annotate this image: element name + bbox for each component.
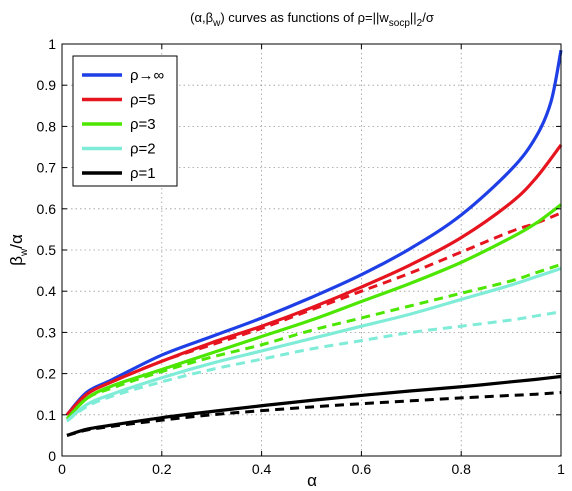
series-layer: [65, 49, 563, 437]
chart-title: (α,βw) curves as functions of ρ=||wsocp|…: [190, 10, 434, 29]
x-tick-label: 0.4: [252, 461, 272, 477]
legend: ρ→∞ ρ=5 ρ=3 ρ=2 ρ=1: [72, 55, 178, 187]
tick-labels: 0 0.2 0.4 0.6 0.8 1 0 0.1 0.2 0.3 0.4 0.5 0.6 0.7 0.8 0…: [37, 36, 566, 477]
series-line: [65, 143, 563, 416]
legend-label: ρ=5: [130, 92, 156, 109]
y-tick-label: 0.8: [37, 118, 57, 134]
x-tick-label: 0: [58, 461, 66, 477]
series-dashed-line: [65, 211, 562, 416]
y-tick-label: 0.4: [37, 283, 57, 299]
x-tick-label: 0.2: [152, 461, 172, 477]
y-tick-label: 0: [48, 448, 56, 464]
y-tick-label: 0.7: [37, 160, 57, 176]
legend-label: ρ=3: [130, 116, 156, 133]
y-tick-label: 0.9: [37, 77, 57, 93]
series-dashed-line: [66, 310, 562, 423]
legend-label: ρ=2: [130, 141, 156, 158]
y-axis-label: βw/α: [7, 234, 30, 266]
series-line: [65, 267, 562, 423]
series-dashed-line: [65, 262, 562, 420]
y-tick-label: 0.1: [37, 407, 57, 423]
y-tick-label: 0.2: [37, 366, 57, 382]
y-tick-label: 1: [48, 36, 56, 52]
series-line: [65, 203, 562, 421]
x-tick-label: 1: [557, 461, 565, 477]
x-tick-label: 0.8: [451, 461, 471, 477]
y-tick-label: 0.3: [37, 324, 57, 340]
series-line: [66, 374, 562, 437]
x-tick-label: 0.6: [352, 461, 372, 477]
series-line: [65, 49, 563, 416]
x-axis-label: α: [307, 471, 317, 490]
y-tick-label: 0.6: [37, 201, 57, 217]
y-tick-label: 0.5: [37, 242, 57, 258]
ticks: [61, 43, 562, 457]
legend-box: [72, 55, 178, 187]
legend-label: ρ→∞: [130, 67, 165, 84]
legend-label: ρ=1: [130, 165, 156, 182]
